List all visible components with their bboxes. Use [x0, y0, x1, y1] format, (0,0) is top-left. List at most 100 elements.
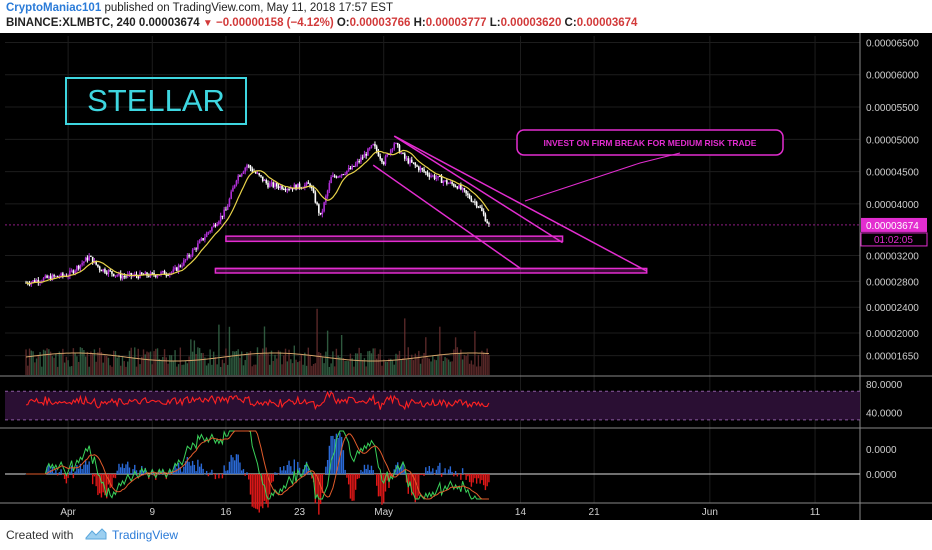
volume-bar: [470, 360, 473, 375]
macd-hist-bar: [351, 474, 353, 501]
macd-hist-bar: [412, 474, 415, 495]
candle-body: [381, 158, 383, 163]
macd-hist-bar: [279, 467, 281, 474]
price-axis-label: 0.00006500: [866, 38, 919, 49]
candle-body: [100, 270, 103, 272]
candle-body: [344, 173, 346, 175]
candle-body: [275, 183, 278, 187]
macd-hist-bar: [363, 464, 366, 474]
candle-body: [230, 191, 232, 199]
candle-body: [111, 271, 113, 274]
candle-body: [351, 165, 353, 170]
price-chart[interactable]: 0.00006500 0.00006000 0.00005500 0.00005000…: [0, 33, 932, 520]
author-link[interactable]: CryptoManiac101: [6, 2, 102, 14]
volume-bar: [263, 326, 266, 375]
macd-hist-bar: [144, 467, 146, 474]
volume-bar: [235, 351, 238, 375]
macd-hist-bar: [260, 474, 262, 507]
macd-hist-bar: [193, 464, 196, 474]
macd-hist-bar: [202, 468, 204, 474]
candle-body: [263, 179, 266, 181]
volume-bar: [241, 351, 243, 375]
volume-bar: [130, 347, 132, 375]
macd-hist-bar: [467, 474, 469, 477]
macd-hist-bar: [216, 473, 218, 475]
candle-body: [105, 272, 108, 274]
volume-bar: [361, 360, 364, 375]
candle-body: [477, 206, 480, 208]
price-change: −0.00000158 (−4.12%): [216, 17, 334, 29]
macd-hist-bar: [291, 471, 294, 474]
volume-bar: [239, 357, 241, 375]
candle-body: [395, 143, 397, 145]
volume-bar: [316, 308, 318, 375]
macd-hist-bar: [330, 435, 332, 474]
volume-bar: [407, 347, 409, 375]
volume-bar: [28, 348, 31, 375]
volume-bar: [314, 363, 317, 375]
candle-body: [481, 207, 483, 212]
countdown-label: 01:02:05: [874, 235, 913, 246]
volume-bar: [418, 350, 420, 375]
candle-body: [188, 255, 190, 257]
macd-hist-bar: [81, 468, 83, 474]
price-axis: 0.00006500 0.00006000 0.00005500 0.00005000…: [866, 38, 919, 362]
macd-hist-bar: [481, 474, 483, 481]
volume-bar: [291, 363, 294, 375]
volume-bar: [135, 366, 138, 375]
macd-hist-bar: [307, 468, 310, 474]
volume-bar: [467, 354, 469, 375]
macd-hist-bar: [246, 472, 248, 474]
macd-hist-bar: [258, 474, 260, 513]
macd-hist-bar: [372, 470, 374, 474]
volume-bar: [272, 360, 274, 375]
volume-bar: [453, 349, 455, 375]
volume-bar: [41, 366, 43, 375]
price-axis-label: 0.00004000: [866, 200, 919, 211]
volume-bar: [134, 347, 136, 375]
volume-bar: [332, 351, 334, 375]
volume-bar: [311, 365, 313, 375]
volume-bar: [177, 364, 180, 375]
candle-body: [214, 224, 217, 227]
tradingview-brand[interactable]: TradingView: [112, 528, 179, 542]
volume-bar: [62, 348, 64, 375]
price-axis-label: 0.00003200: [866, 252, 919, 263]
macd-hist-bar: [239, 462, 241, 474]
chart-area[interactable]: 0.00006500 0.00006000 0.00005500 0.00005000…: [0, 33, 932, 520]
volume-bar: [230, 357, 232, 375]
candle-body: [184, 259, 187, 261]
volume-bar: [67, 360, 69, 375]
macd-hist-bar: [437, 465, 439, 474]
candle-body: [140, 272, 143, 275]
volume-bar: [186, 363, 189, 375]
volume-bar: [349, 353, 352, 375]
macd-hist-bar: [195, 471, 197, 474]
candle-body: [414, 163, 417, 166]
candle-body: [284, 189, 287, 191]
volume-bar: [246, 352, 248, 375]
candle-body: [370, 145, 373, 148]
volume-bar: [191, 351, 194, 375]
macd-hist-bar: [55, 469, 57, 474]
macd-hist-bar: [460, 474, 462, 480]
macd-hist-bar: [63, 474, 66, 480]
last-price: 0.00003674: [138, 17, 200, 29]
candle-body: [346, 170, 348, 174]
candle-body: [70, 270, 73, 272]
candle-body: [49, 276, 52, 281]
macd-hist-bar: [91, 474, 94, 485]
candle-body: [190, 255, 192, 257]
candle-body: [440, 176, 443, 183]
macd-hist-bar: [190, 465, 192, 474]
macd-hist-bar: [354, 474, 357, 490]
volume-bar: [384, 361, 387, 375]
volume-bar: [207, 363, 210, 375]
volume-bar: [479, 366, 481, 375]
volume-bar: [325, 351, 327, 375]
volume-bar: [354, 353, 357, 375]
macd-hist-bar: [95, 474, 97, 487]
candle-body: [417, 166, 420, 171]
volume-bar: [372, 348, 374, 375]
macd-hist-bar: [449, 466, 452, 474]
